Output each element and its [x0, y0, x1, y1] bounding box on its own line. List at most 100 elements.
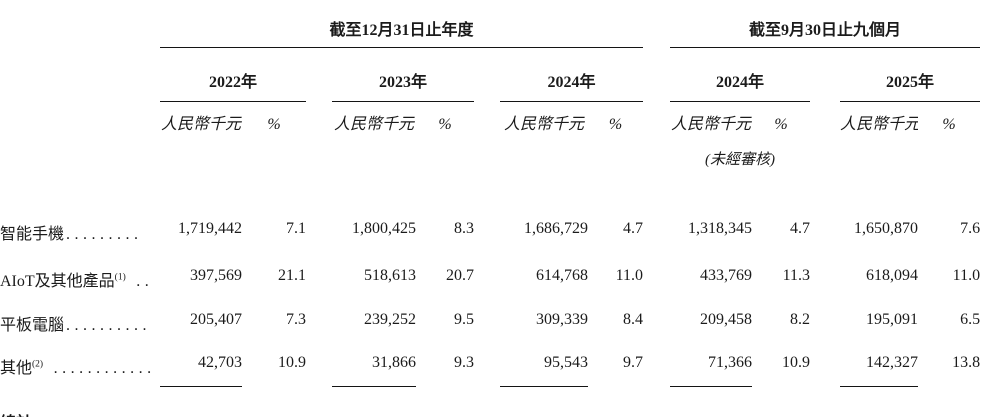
- dot-leader: .............: [34, 415, 153, 417]
- spacer-row: [0, 171, 1000, 217]
- column-gap: [810, 308, 840, 351]
- amount-cell: 1,686,729: [524, 220, 588, 237]
- column-gap: [643, 264, 670, 308]
- percent-cell: 7.1: [286, 220, 306, 237]
- percent-cell: 11.3: [782, 267, 811, 284]
- footnote-marker: (2): [32, 359, 44, 370]
- column-gap: [810, 217, 840, 264]
- percent-cell: 20.7: [446, 267, 474, 284]
- amount-cell: 518,613: [364, 267, 416, 284]
- column-gap: [980, 217, 1000, 264]
- total-amount-cell: 2,032,938: [670, 387, 752, 417]
- amount-cell: 1,318,345: [688, 220, 753, 237]
- amount-cell: 1,800,425: [352, 220, 416, 237]
- total-amount-cell: 2,706,379: [500, 387, 588, 417]
- percent-cell: 10.9: [278, 354, 306, 371]
- year-header-2025: 2025年: [840, 47, 981, 102]
- amount-cell: 618,094: [866, 267, 919, 284]
- percent-cell: 4.7: [790, 220, 811, 237]
- empty-cell: [0, 0, 160, 48]
- percent-header: %: [608, 116, 623, 133]
- year-header-row: 2022年 2023年 2024年 2024年 2025年: [0, 47, 1000, 102]
- percent-cell: 4.7: [623, 220, 644, 237]
- column-gap: [810, 387, 840, 417]
- column-gap: [810, 351, 840, 387]
- total-amount-cell: 2,365,121: [160, 387, 242, 417]
- amount-cell: 1,650,870: [854, 220, 919, 237]
- percent-cell: 10.9: [782, 354, 811, 371]
- column-gap: [643, 308, 670, 351]
- column-gap: [306, 387, 332, 417]
- table-row-aiot: AIoT及其他產品(1) .. 397,569 21.1 518,613 20.…: [0, 264, 1000, 308]
- unit-header: 人民幣千元: [333, 116, 414, 133]
- row-label: 其他(2) ............: [0, 359, 156, 377]
- year-header-2024: 2024年: [500, 47, 644, 102]
- amount-cell: 397,569: [190, 267, 242, 284]
- amount-cell: 71,366: [670, 351, 753, 387]
- amount-cell: 142,327: [840, 351, 919, 387]
- total-amount-cell: 2,590,156: [332, 387, 416, 417]
- column-gap: [643, 102, 670, 136]
- total-amount-cell: 2,606,382: [840, 387, 918, 417]
- column-gap: [810, 102, 840, 136]
- total-percent-cell: 8.3: [918, 387, 980, 417]
- dot-leader: ............: [45, 360, 156, 377]
- percent-cell: 8.4: [623, 311, 644, 328]
- column-gap: [306, 217, 332, 264]
- row-label: AIoT及其他產品(1) ..: [0, 272, 154, 290]
- column-gap: [980, 0, 1000, 48]
- percent-cell: 9.5: [454, 311, 474, 328]
- year-header-2023: 2023年: [332, 47, 474, 102]
- percent-header: %: [774, 116, 788, 133]
- row-label: 總計 .............: [0, 387, 160, 417]
- dot-leader: .........: [66, 226, 143, 243]
- empty-cell: [0, 48, 160, 102]
- unaudited-note-row: (未經審核): [0, 135, 1000, 171]
- total-percent-cell: 5.8: [588, 387, 643, 417]
- amount-cell: 95,543: [500, 351, 588, 387]
- table-row-tablets: 平板電腦.......... 205,407 7.3 239,252 9.5 3…: [0, 308, 1000, 351]
- column-gap: [643, 351, 670, 387]
- column-gap: [980, 387, 1000, 417]
- unit-header: 人民幣千元: [160, 116, 241, 133]
- column-gap: [980, 351, 1000, 387]
- percent-cell: 9.3: [454, 354, 474, 371]
- table-row-others: 其他(2) ............ 42,703 10.9 31,866 9.…: [0, 351, 1000, 387]
- empty-cell: [0, 102, 160, 136]
- column-gap: [306, 48, 332, 102]
- column-gap: [474, 217, 500, 264]
- percent-cell: 8.3: [454, 220, 474, 237]
- amount-cell: 195,091: [866, 311, 919, 328]
- year-header-2024-nine-month: 2024年: [670, 47, 811, 102]
- amount-cell: 209,458: [700, 311, 753, 328]
- column-gap: [474, 308, 500, 351]
- column-gap: [980, 102, 1000, 136]
- column-gap: [810, 264, 840, 308]
- column-gap: [643, 48, 670, 102]
- row-label: 平板電腦..........: [0, 317, 152, 334]
- unit-header-row: 人民幣千元 % 人民幣千元 % 人民幣千元 % 人民幣千元 % 人民幣千元 %: [0, 102, 1000, 136]
- row-label: 智能手機.........: [0, 226, 143, 243]
- footnote-marker: (1): [114, 272, 126, 283]
- percent-cell: 11.0: [615, 267, 644, 284]
- total-percent-cell: 8.1: [242, 387, 306, 417]
- total-percent-cell: 9.5: [416, 387, 474, 417]
- empty-cell: [0, 135, 670, 171]
- unit-header: 人民幣千元: [840, 116, 919, 133]
- year-header-2022: 2022年: [160, 47, 306, 102]
- amount-cell: 614,768: [536, 267, 588, 284]
- dot-leader: ..........: [66, 317, 152, 334]
- column-gap: [474, 102, 500, 136]
- period-group-row: 截至12月31日止年度 截至9月30日止九個月: [0, 0, 1000, 48]
- column-gap: [474, 264, 500, 308]
- column-gap: [306, 351, 332, 387]
- percent-cell: 21.1: [278, 267, 306, 284]
- column-gap: [306, 308, 332, 351]
- percent-cell: 7.6: [960, 220, 981, 237]
- amount-cell: 433,769: [700, 267, 753, 284]
- unit-header: 人民幣千元: [671, 116, 752, 133]
- column-gap: [306, 102, 332, 136]
- column-gap: [643, 217, 670, 264]
